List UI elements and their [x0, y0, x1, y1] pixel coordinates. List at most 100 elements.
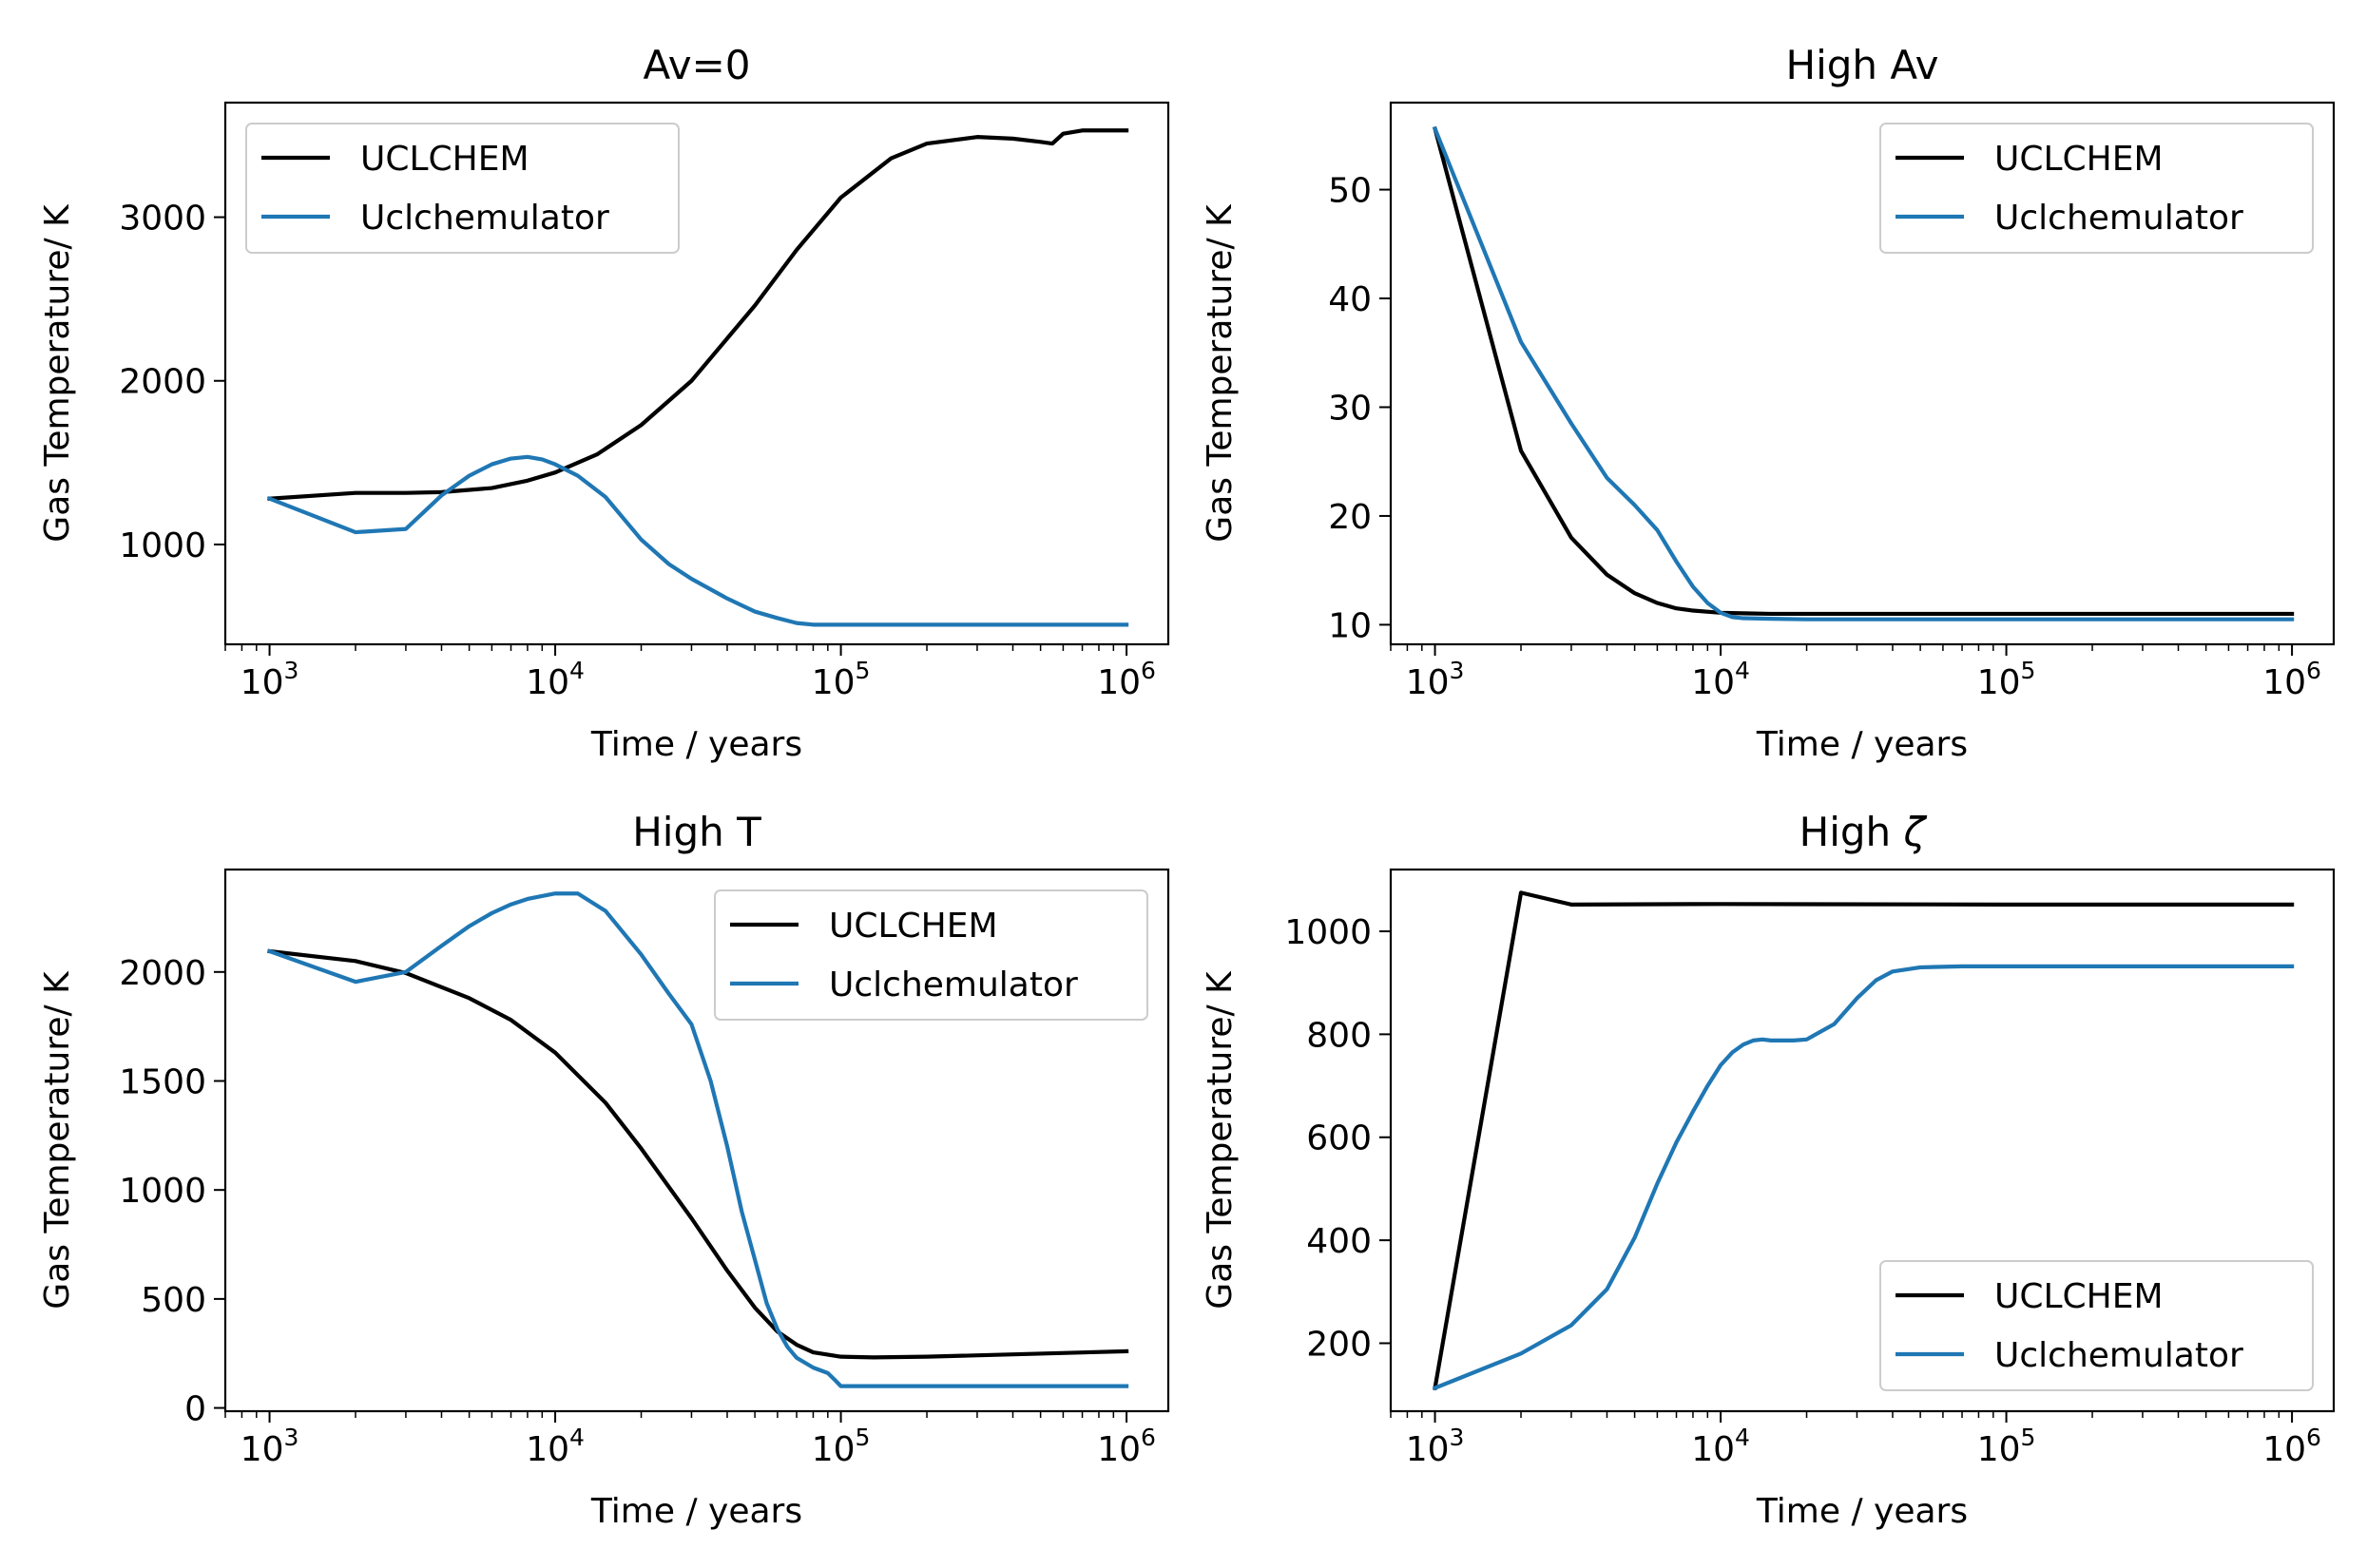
x-tick-label: 103 — [1406, 657, 1465, 702]
x-tick-base: 10 — [1097, 1430, 1141, 1469]
x-tick-label: 106 — [2262, 657, 2321, 702]
y-tick-label: 3000 — [119, 200, 206, 239]
x-tick-exponent: 6 — [1141, 657, 1156, 684]
panel-title: High ζ — [1799, 809, 1928, 855]
x-tick-base: 10 — [1691, 1430, 1735, 1469]
axes-frame — [223, 101, 1170, 646]
x-tick-exponent: 5 — [856, 1424, 871, 1451]
series-line-uclchem — [267, 128, 1129, 501]
legend-box — [1879, 123, 2314, 254]
y-axis-label: Gas Temperature/ K — [38, 203, 77, 543]
legend-label: UCLCHEM — [1994, 140, 2164, 179]
y-axis-label: Gas Temperature/ K — [1201, 970, 1240, 1310]
panel-title: High Av — [1785, 42, 1938, 88]
x-tick-base: 10 — [812, 663, 856, 702]
x-axis-label: Time / years — [590, 1492, 802, 1531]
legend-box — [245, 123, 680, 254]
legend-box — [1879, 1260, 2314, 1391]
x-tick-base: 10 — [1691, 663, 1735, 702]
x-tick-exponent: 5 — [856, 657, 871, 684]
y-tick-label: 1000 — [119, 526, 206, 565]
x-tick-exponent: 6 — [2306, 1424, 2321, 1451]
y-tick-label: 800 — [1306, 1016, 1372, 1055]
x-tick-exponent: 4 — [569, 1424, 585, 1451]
x-tick-label: 106 — [1097, 657, 1156, 702]
x-axis-label: Time / years — [590, 725, 802, 764]
series-line-uclchemulator — [1432, 964, 2295, 1391]
y-tick-label: 40 — [1328, 280, 1372, 319]
y-tick-label: 30 — [1328, 389, 1372, 428]
x-tick-base: 10 — [241, 1430, 284, 1469]
x-tick-label: 104 — [1691, 1424, 1750, 1469]
axes-frame — [1389, 101, 2336, 646]
legend: UCLCHEM Uclchemulator — [1879, 1260, 2314, 1391]
x-tick-label: 103 — [1406, 1424, 1465, 1469]
series-line-uclchem — [267, 948, 1129, 1360]
legend-label: UCLCHEM — [360, 140, 529, 179]
legend: UCLCHEM Uclchemulator — [1879, 123, 2314, 254]
y-tick-label: 50 — [1328, 172, 1372, 211]
series-line-uclchemulator — [1432, 125, 2295, 621]
legend: UCLCHEM Uclchemulator — [245, 123, 680, 254]
x-tick-exponent: 3 — [1450, 657, 1465, 684]
panel-title-symbol: ζ — [1903, 809, 1928, 855]
panel-title: High T — [632, 809, 761, 855]
y-tick-label: 1000 — [1284, 913, 1372, 952]
x-tick-exponent: 4 — [1735, 1424, 1750, 1451]
legend-label: Uclchemulator — [360, 199, 609, 238]
series-line-uclchem — [1433, 890, 2295, 1391]
panel-title: Av=0 — [643, 42, 750, 88]
x-axis-label: Time / years — [1756, 725, 1968, 764]
y-tick-label: 1500 — [119, 1062, 206, 1101]
x-tick-base: 10 — [526, 663, 569, 702]
y-tick-label: 500 — [141, 1281, 206, 1320]
x-tick-base: 10 — [1977, 1430, 2021, 1469]
x-tick-exponent: 5 — [2021, 1424, 2036, 1451]
x-tick-label: 105 — [812, 657, 871, 702]
y-tick-label: 2000 — [119, 363, 206, 402]
y-tick-label: 2000 — [119, 954, 206, 993]
x-tick-label: 104 — [1691, 657, 1750, 702]
y-tick-label: 1000 — [119, 1172, 206, 1211]
x-tick-exponent: 5 — [2021, 657, 2036, 684]
x-tick-exponent: 6 — [1141, 1424, 1156, 1451]
y-axis-label: Gas Temperature/ K — [38, 970, 77, 1310]
x-tick-base: 10 — [241, 663, 284, 702]
axes-frame — [1389, 868, 2336, 1413]
x-tick-exponent: 3 — [284, 657, 299, 684]
legend-label: Uclchemulator — [829, 966, 1078, 1004]
axes-frame — [223, 868, 1170, 1413]
legend-label: Uclchemulator — [1994, 199, 2243, 238]
legend-label: UCLCHEM — [1994, 1277, 2164, 1316]
series-line-uclchemulator — [266, 454, 1129, 627]
y-axis-label: Gas Temperature/ K — [1201, 203, 1240, 543]
y-tick-label: 600 — [1306, 1119, 1372, 1158]
y-tick-label: 400 — [1306, 1222, 1372, 1261]
x-tick-label: 103 — [241, 1424, 299, 1469]
x-tick-base: 10 — [1406, 1430, 1450, 1469]
x-tick-base: 10 — [1406, 663, 1450, 702]
panel-title-text: High — [1799, 809, 1904, 855]
x-tick-label: 106 — [2262, 1424, 2321, 1469]
x-tick-base: 10 — [1097, 663, 1141, 702]
x-tick-label: 104 — [526, 657, 585, 702]
x-tick-exponent: 4 — [1735, 657, 1750, 684]
x-tick-base: 10 — [1977, 663, 2021, 702]
y-tick-label: 10 — [1328, 606, 1372, 645]
series-line-uclchem — [1432, 125, 2295, 617]
y-tick-label: 0 — [184, 1390, 206, 1429]
x-tick-label: 104 — [526, 1424, 585, 1469]
y-tick-label: 20 — [1328, 498, 1372, 537]
x-tick-label: 103 — [241, 657, 299, 702]
x-tick-label: 105 — [812, 1424, 871, 1469]
x-tick-exponent: 6 — [2306, 657, 2321, 684]
x-axis-label: Time / years — [1756, 1492, 1968, 1531]
x-tick-label: 106 — [1097, 1424, 1156, 1469]
x-tick-base: 10 — [526, 1430, 569, 1469]
x-tick-exponent: 3 — [1450, 1424, 1465, 1451]
